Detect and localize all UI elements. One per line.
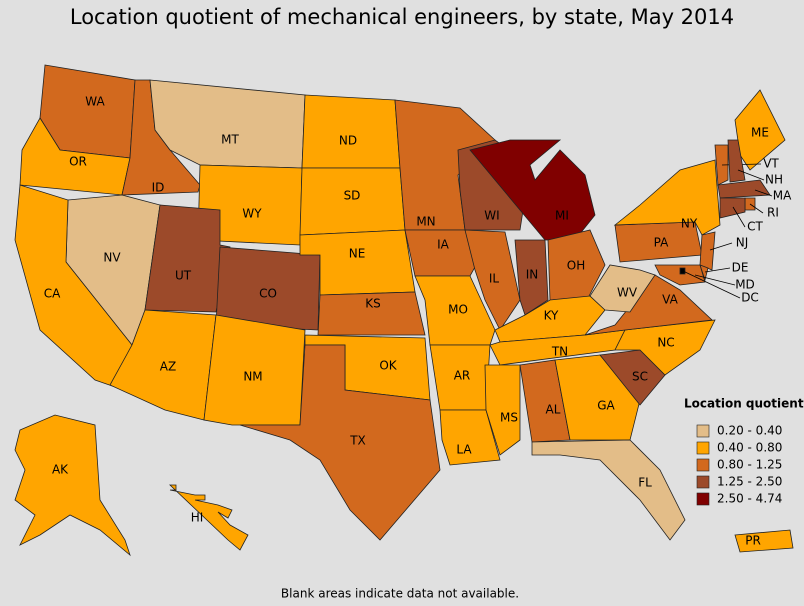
state-label: MO — [448, 303, 468, 317]
state-label: WA — [85, 95, 105, 109]
legend-label: 0.40 - 0.80 — [717, 441, 782, 455]
state — [14, 414, 131, 557]
state-label: CA — [44, 287, 61, 301]
state-label: NH — [765, 173, 783, 187]
state-label: FL — [638, 476, 652, 490]
state-label: MD — [735, 278, 755, 292]
state — [589, 264, 656, 313]
state — [168, 484, 249, 551]
state — [613, 159, 721, 236]
state-label: CO — [259, 287, 277, 301]
leader-line — [682, 270, 741, 299]
state-label: ID — [152, 181, 165, 195]
state-label: NM — [243, 370, 262, 384]
state-label: MT — [221, 133, 239, 147]
legend-title: Location quotient — [684, 397, 804, 411]
state-label: VT — [763, 157, 779, 171]
state — [734, 529, 794, 553]
leader-line — [732, 206, 746, 228]
state-label: WV — [617, 286, 638, 300]
state-label: VA — [662, 293, 678, 307]
state-label: NJ — [736, 236, 749, 250]
state — [584, 274, 713, 336]
state-label: AL — [546, 403, 561, 417]
state — [239, 344, 441, 541]
state-label: IN — [526, 268, 539, 282]
legend-label: 2.50 - 4.74 — [717, 492, 782, 506]
footnote: Blank areas indicate data not available. — [281, 587, 519, 601]
legend-swatch — [696, 492, 710, 506]
state-label: MS — [500, 411, 518, 425]
state — [719, 197, 746, 219]
state-label: NV — [103, 251, 121, 265]
state-label: NC — [657, 336, 674, 350]
state — [679, 267, 686, 275]
state-label: MN — [416, 215, 435, 229]
state-label: KY — [544, 309, 559, 323]
leader-line — [737, 169, 765, 181]
state — [547, 229, 606, 301]
state — [317, 291, 426, 336]
state — [514, 239, 549, 316]
state — [484, 364, 521, 456]
legend-label: 1.25 - 2.50 — [717, 475, 782, 489]
leader-line — [754, 189, 773, 197]
state-label: RI — [767, 206, 779, 220]
state-label: LA — [456, 443, 472, 457]
states: WA OR ID MT WY NV CA UT CO AZ NM ND SD NE KS OK TX MN WI IA… — [14, 64, 794, 557]
state — [714, 144, 729, 186]
state — [531, 439, 686, 541]
state-label: KS — [365, 297, 381, 311]
legend-swatch — [696, 475, 710, 489]
state-label: NY — [681, 217, 698, 231]
state-label: IA — [437, 238, 450, 252]
leader-line — [704, 267, 731, 273]
legend-swatch — [696, 424, 710, 438]
state-label: DE — [732, 261, 749, 275]
legend-label: 0.20 - 0.40 — [717, 424, 782, 438]
state-label: TX — [349, 434, 366, 448]
state-label: TN — [551, 345, 568, 359]
state — [717, 179, 771, 199]
state-label: MI — [555, 209, 569, 223]
state-label: CT — [747, 220, 763, 234]
state — [439, 409, 501, 466]
state-label: UT — [175, 269, 192, 283]
state-label: OK — [379, 359, 397, 373]
state — [727, 139, 746, 183]
leader-line — [709, 242, 733, 251]
state — [699, 231, 716, 271]
state-label: OH — [567, 259, 585, 273]
state-label: ME — [751, 126, 769, 140]
state-label: DC — [741, 291, 759, 305]
state-label: PR — [745, 534, 761, 548]
state-label: SD — [344, 189, 361, 203]
legend-label: 0.80 - 1.25 — [717, 458, 782, 472]
state-label: AR — [454, 369, 471, 383]
state — [654, 264, 706, 286]
map-title: Location quotient of mechanical engineer… — [70, 5, 734, 29]
state-label: ND — [339, 134, 357, 148]
state-label: SC — [632, 370, 648, 384]
state-label: PA — [654, 236, 669, 250]
leader-line — [749, 203, 764, 214]
state-label: AZ — [160, 360, 176, 374]
state-label: OR — [69, 155, 87, 169]
leader-line — [694, 274, 736, 286]
legend-swatch — [696, 458, 710, 472]
state — [469, 139, 596, 241]
state-label: HI — [191, 511, 204, 525]
state-label: NE — [349, 247, 366, 261]
legend-swatch — [696, 441, 710, 455]
state-label: IL — [489, 272, 500, 286]
state-label: WY — [242, 207, 262, 221]
state-label: WI — [484, 209, 499, 223]
state-label: MA — [773, 189, 792, 203]
legend: Location quotient 0.20 - 0.40 0.40 - 0.80… — [684, 397, 804, 506]
state-label: AK — [52, 463, 69, 477]
state-label: GA — [597, 399, 615, 413]
state — [301, 94, 401, 169]
